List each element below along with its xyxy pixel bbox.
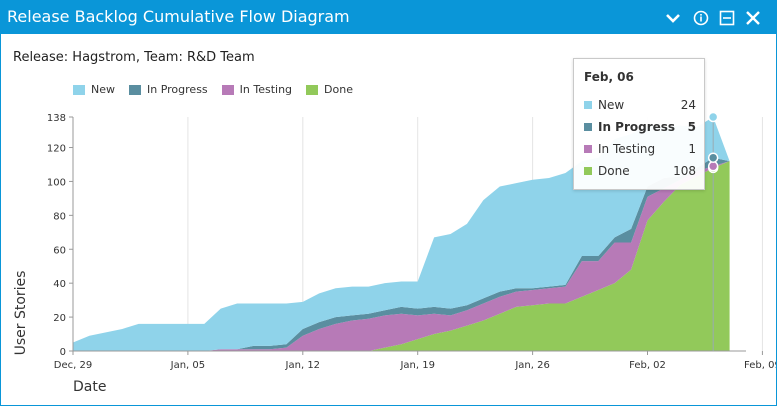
tooltip-swatch xyxy=(584,101,592,109)
legend-swatch xyxy=(73,84,85,95)
x-tick-label: Jan, 12 xyxy=(285,360,321,371)
tooltip-label: Done xyxy=(598,164,630,178)
area-series xyxy=(73,117,730,351)
tooltip-label: In Progress xyxy=(598,120,676,134)
y-tick-label: 0 xyxy=(60,347,66,358)
release-subtitle: Release: Hagstrom, Team: R&D Team xyxy=(13,50,255,65)
tooltip-row-in-testing: In Testing 1 xyxy=(584,140,696,158)
title-bar: Release Backlog Cumulative Flow Diagram xyxy=(1,1,776,34)
chart-legend: New In Progress In Testing Done xyxy=(73,83,353,96)
tooltip-value: 24 xyxy=(680,98,696,112)
y-axis-title: User Stories xyxy=(13,271,29,356)
tooltip-swatch xyxy=(584,123,592,131)
x-tick-label: Jan, 26 xyxy=(514,360,550,371)
y-tick-label: 40 xyxy=(53,279,66,290)
y-tick-label: 20 xyxy=(53,313,66,324)
tooltip-label: In Testing xyxy=(598,142,656,156)
legend-label: New xyxy=(91,83,115,96)
legend-label: In Testing xyxy=(239,83,293,96)
legend-swatch xyxy=(221,84,234,95)
axes: 0 20 40 60 80 100 120 138 Dec, 29 Jan, 05 Jan, 12 J… xyxy=(47,113,776,371)
legend-swatch xyxy=(129,84,141,95)
x-axis-title: Date xyxy=(73,379,106,395)
tooltip-label: New xyxy=(598,98,625,112)
minimize-icon[interactable] xyxy=(717,8,737,28)
tooltip-swatch xyxy=(584,167,592,175)
y-tick-label: 120 xyxy=(47,144,66,155)
tooltip-date: Feb, 06 xyxy=(584,70,634,84)
x-tick-label: Feb, 02 xyxy=(629,360,666,371)
tooltip-value: 1 xyxy=(688,142,696,156)
hover-point-in-progress xyxy=(707,152,719,163)
series-area-new xyxy=(73,117,730,351)
x-tick-label: Jan, 05 xyxy=(170,360,206,371)
x-tick-label: Jan, 19 xyxy=(399,360,435,371)
legend-item-in-progress[interactable]: In Progress xyxy=(129,83,208,96)
series-area-in-progress xyxy=(73,157,730,351)
legend-swatch xyxy=(306,84,319,95)
y-tick-label: 138 xyxy=(47,113,66,124)
series-area-in-testing xyxy=(73,161,730,351)
tooltip-row-done: Done 108 xyxy=(584,162,696,180)
chevron-down-icon[interactable] xyxy=(663,8,683,28)
tooltip-value: 5 xyxy=(687,120,696,134)
close-icon[interactable] xyxy=(743,8,763,28)
y-tick-label: 100 xyxy=(47,177,66,188)
y-tick-label: 80 xyxy=(53,211,66,222)
hover-point-new xyxy=(707,111,719,123)
info-icon[interactable] xyxy=(691,8,711,28)
hover-tooltip: Feb, 06 New 24 In Progress 5 In Testing … xyxy=(573,58,705,190)
x-tick-label: Feb, 09 xyxy=(744,360,776,371)
hover-point-in-testing xyxy=(707,160,719,172)
widget-title: Release Backlog Cumulative Flow Diagram xyxy=(7,7,350,26)
y-tick-label: 60 xyxy=(53,245,66,256)
hover-markers xyxy=(707,111,719,351)
legend-item-in-testing[interactable]: In Testing xyxy=(221,83,293,96)
legend-label: In Progress xyxy=(147,83,208,96)
legend-label: Done xyxy=(324,83,353,96)
legend-item-new[interactable]: New xyxy=(73,83,115,96)
tooltip-swatch xyxy=(584,145,592,153)
x-tick-label: Dec, 29 xyxy=(54,360,92,371)
tooltip-row-in-progress: In Progress 5 xyxy=(584,118,696,136)
tooltip-value: 108 xyxy=(673,164,696,178)
legend-item-done[interactable]: Done xyxy=(306,83,353,96)
tooltip-row-new: New 24 xyxy=(584,96,696,114)
